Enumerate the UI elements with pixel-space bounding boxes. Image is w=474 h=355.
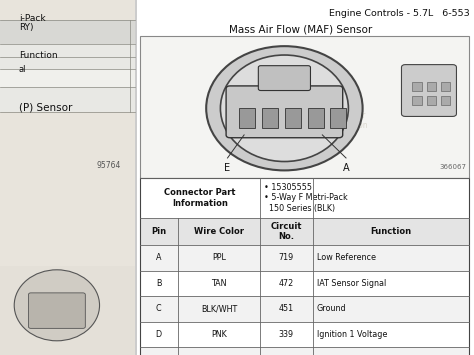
Text: Function: Function xyxy=(19,51,57,60)
Ellipse shape xyxy=(14,270,100,341)
Text: PPL: PPL xyxy=(212,253,226,262)
Bar xyxy=(412,82,422,91)
Text: Connector
Information: Connector Information xyxy=(324,111,368,130)
Text: Pin: Pin xyxy=(151,227,166,236)
Bar xyxy=(0,266,135,355)
Bar xyxy=(140,245,469,271)
Bar xyxy=(135,0,474,355)
Bar xyxy=(0,44,135,69)
FancyBboxPatch shape xyxy=(28,293,85,328)
Text: 95764: 95764 xyxy=(97,162,121,170)
Bar xyxy=(441,96,450,105)
Text: Connector Part
Information: Connector Part Information xyxy=(164,188,236,208)
Bar xyxy=(135,0,137,355)
Bar xyxy=(140,218,469,245)
Text: 366067: 366067 xyxy=(440,164,467,170)
Bar xyxy=(412,96,422,105)
Text: BLK/WHT: BLK/WHT xyxy=(201,304,237,313)
Text: PNK: PNK xyxy=(211,330,227,339)
Bar xyxy=(262,108,278,128)
Ellipse shape xyxy=(220,55,348,162)
Text: (P) Sensor: (P) Sensor xyxy=(19,103,73,113)
Text: Mass Air Flow (MAF) Sensor: Mass Air Flow (MAF) Sensor xyxy=(229,25,373,35)
Text: Wire Color: Wire Color xyxy=(194,227,244,236)
Text: Engine Controls - 5.7L   6-553: Engine Controls - 5.7L 6-553 xyxy=(328,9,469,18)
Text: al: al xyxy=(19,65,27,73)
Text: IAT Sensor Signal: IAT Sensor Signal xyxy=(317,279,386,288)
Text: RY): RY) xyxy=(19,23,34,32)
FancyBboxPatch shape xyxy=(401,65,456,116)
Bar xyxy=(0,20,135,44)
Bar xyxy=(140,178,469,218)
Text: i-Pack: i-Pack xyxy=(19,14,46,23)
Bar xyxy=(427,82,436,91)
Bar xyxy=(140,322,469,347)
Bar xyxy=(140,347,469,355)
FancyBboxPatch shape xyxy=(226,86,343,138)
Text: 472: 472 xyxy=(279,279,294,288)
Text: C: C xyxy=(156,304,162,313)
Bar xyxy=(140,36,469,178)
Text: Ignition 1 Voltage: Ignition 1 Voltage xyxy=(317,330,387,339)
Bar xyxy=(140,178,469,355)
Text: A: A xyxy=(343,163,349,173)
Text: D: D xyxy=(156,330,162,339)
Text: Function: Function xyxy=(371,227,411,236)
Bar xyxy=(0,0,135,355)
Text: Circuit
No.: Circuit No. xyxy=(271,222,302,241)
Bar xyxy=(441,82,450,91)
Bar xyxy=(0,69,135,87)
Bar xyxy=(140,296,469,322)
Text: 339: 339 xyxy=(279,330,294,339)
Bar xyxy=(308,108,324,128)
Text: A: A xyxy=(156,253,162,262)
Text: 451: 451 xyxy=(279,304,294,313)
Text: 719: 719 xyxy=(279,253,294,262)
Text: Ground: Ground xyxy=(317,304,346,313)
Text: B: B xyxy=(156,279,162,288)
Text: TAN: TAN xyxy=(211,279,227,288)
Bar xyxy=(285,108,301,128)
Text: Low Reference: Low Reference xyxy=(317,253,375,262)
Bar xyxy=(330,108,346,128)
Ellipse shape xyxy=(206,46,363,170)
Text: E: E xyxy=(225,163,230,173)
Bar xyxy=(427,96,436,105)
Bar xyxy=(0,87,135,112)
FancyBboxPatch shape xyxy=(258,66,310,91)
Bar xyxy=(140,271,469,296)
Bar xyxy=(239,108,255,128)
Text: • 15305555
• 5-Way F Metri-Pack
  150 Series (BLK): • 15305555 • 5-Way F Metri-Pack 150 Seri… xyxy=(264,183,347,213)
